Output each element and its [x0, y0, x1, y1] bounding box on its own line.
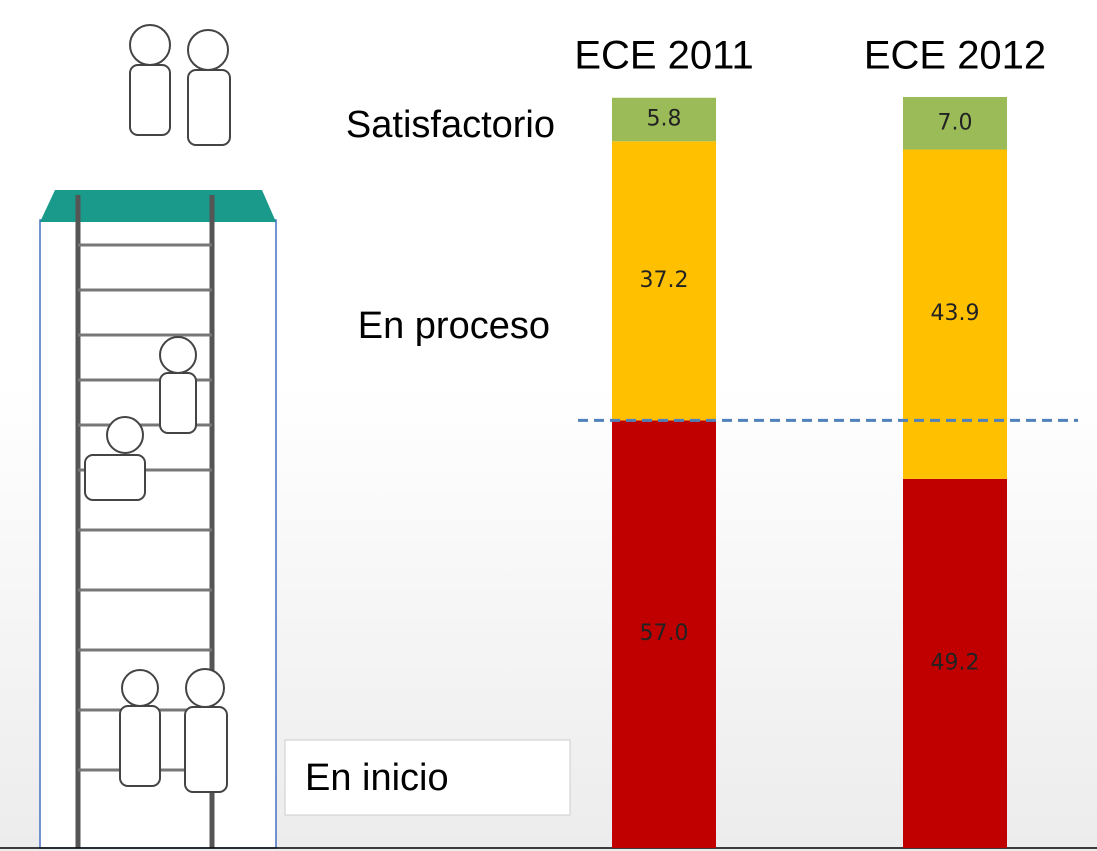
value-label: 49.2 [931, 650, 980, 675]
value-label: 57.0 [640, 621, 689, 646]
bar-segment [903, 478, 1007, 848]
ladder-illustration [39, 24, 277, 849]
value-label: 37.2 [640, 268, 689, 293]
category-label: ECE 2012 [864, 34, 1046, 78]
bar-segment [903, 97, 1007, 150]
bar-segment [612, 141, 716, 421]
bar-segment [612, 97, 716, 142]
label-box [284, 739, 571, 816]
value-label: 5.8 [647, 107, 682, 132]
series-label: En inicio [305, 757, 449, 799]
value-label: 7.0 [938, 110, 973, 135]
category-label: ECE 2011 [574, 34, 753, 78]
bar-segment [612, 420, 716, 848]
bar-segment [903, 149, 1007, 479]
series-label: En proceso [358, 305, 550, 347]
value-label: 43.9 [931, 301, 980, 326]
series-label: Satisfactorio [346, 104, 555, 146]
